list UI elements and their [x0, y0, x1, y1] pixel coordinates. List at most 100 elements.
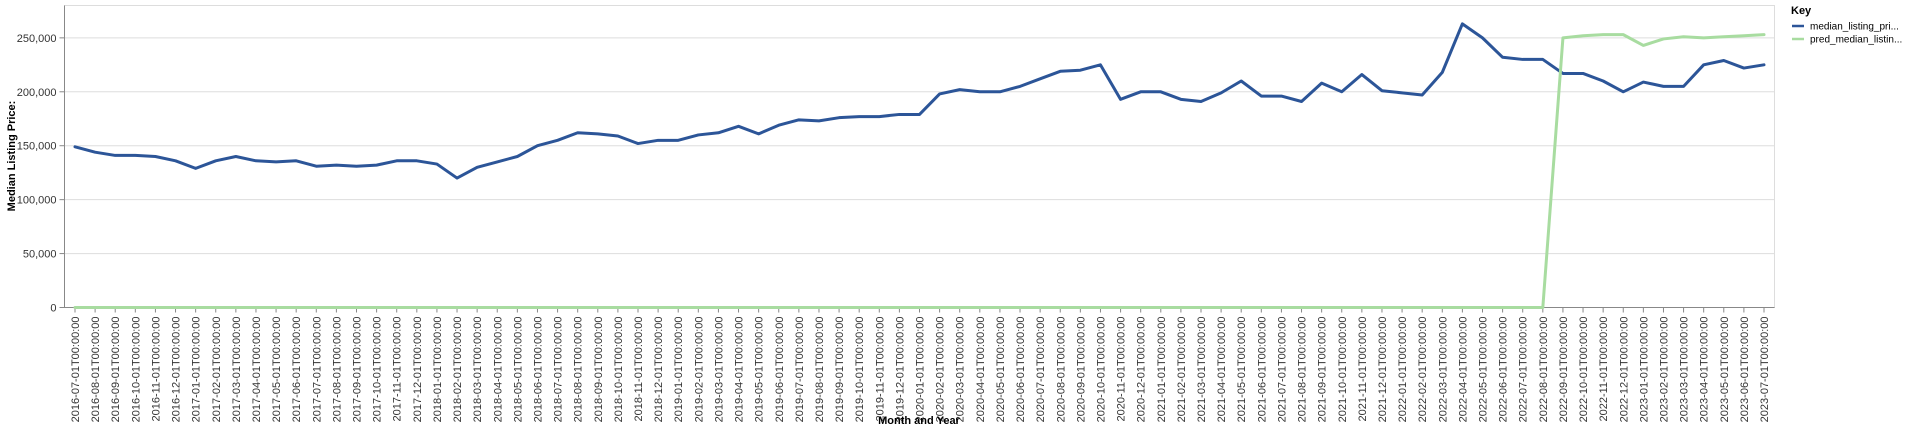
x-axis-title: Month and Year: [878, 415, 960, 427]
x-tick-label: 2020-07-01T00:00:00: [1035, 317, 1047, 423]
y-tick-label: 250,000: [17, 33, 57, 45]
y-axis: 0 50,000 100,000 150,000 200,000 250,000: [17, 5, 65, 315]
x-tick-label: 2021-06-01T00:00:00: [1256, 317, 1268, 423]
x-axis: 2016-07-01T00:00:00 2016-08-01T00:00:00 20…: [64, 307, 1775, 423]
x-tick-label: 2016-10-01T00:00:00: [130, 317, 142, 423]
x-tick-label: 2018-10-01T00:00:00: [613, 317, 625, 423]
x-tick-label: 2019-07-01T00:00:00: [794, 317, 806, 423]
x-tick-label: 2019-10-01T00:00:00: [854, 317, 866, 423]
legend-label-1: pred_median_listin...: [1810, 35, 1902, 46]
x-tick-label: 2021-07-01T00:00:00: [1276, 317, 1288, 423]
x-tick-label: 2021-03-01T00:00:00: [1196, 317, 1208, 423]
x-tick-label: 2017-09-01T00:00:00: [352, 317, 364, 423]
x-tick-label: 2020-12-01T00:00:00: [1136, 317, 1148, 423]
series-line-0: [73, 22, 1766, 180]
x-tick-label: 2020-10-01T00:00:00: [1095, 317, 1107, 423]
x-tick-label: 2017-12-01T00:00:00: [412, 317, 424, 423]
x-tick-label: 2018-03-01T00:00:00: [472, 317, 484, 423]
x-tick-label: 2022-11-01T00:00:00: [1598, 317, 1610, 422]
x-tick-label: 2021-11-01T00:00:00: [1357, 317, 1369, 422]
x-tick-label: 2022-01-01T00:00:00: [1397, 317, 1409, 423]
gridlines: [64, 37, 1775, 308]
y-tick-label: 150,000: [17, 141, 57, 153]
x-tick-label: 2017-01-01T00:00:00: [191, 317, 203, 423]
plot-area-border: [64, 5, 1775, 308]
x-tick-label: 2023-03-01T00:00:00: [1679, 317, 1691, 423]
x-tick-label: 2018-01-01T00:00:00: [432, 317, 444, 423]
x-tick-label: 2023-04-01T00:00:00: [1699, 317, 1711, 423]
x-tick-label: 2017-07-01T00:00:00: [311, 317, 323, 423]
x-tick-label: 2017-11-01T00:00:00: [392, 317, 404, 422]
x-tick-label: 2019-08-01T00:00:00: [814, 317, 826, 423]
x-tick-label: 2019-01-01T00:00:00: [673, 317, 685, 423]
x-tick-label: 2021-10-01T00:00:00: [1337, 317, 1349, 423]
y-tick-label: 200,000: [17, 87, 57, 99]
series-layer: [73, 22, 1766, 309]
x-tick-label: 2020-06-01T00:00:00: [1015, 317, 1027, 423]
y-tick-label: 50,000: [23, 249, 57, 261]
x-tick-label: 2019-11-01T00:00:00: [874, 317, 886, 422]
x-tick-label: 2017-08-01T00:00:00: [331, 317, 343, 423]
x-tick-label: 2021-12-01T00:00:00: [1377, 317, 1389, 423]
x-tick-label: 2018-09-01T00:00:00: [593, 317, 605, 423]
x-tick-label: 2021-01-01T00:00:00: [1156, 317, 1168, 423]
x-tick-label: 2022-02-01T00:00:00: [1417, 317, 1429, 423]
x-tick-label: 2019-04-01T00:00:00: [734, 317, 746, 423]
x-tick-label: 2017-05-01T00:00:00: [271, 317, 283, 423]
x-tick-label: 2018-06-01T00:00:00: [532, 317, 544, 423]
x-tick-label: 2018-12-01T00:00:00: [653, 317, 665, 423]
x-tick-label: 2019-03-01T00:00:00: [713, 317, 725, 423]
x-tick-label: 2019-05-01T00:00:00: [754, 317, 766, 423]
x-tick-label: 2016-11-01T00:00:00: [150, 317, 162, 422]
x-tick-label: 2020-02-01T00:00:00: [935, 317, 947, 423]
x-tick-label: 2020-01-01T00:00:00: [915, 317, 927, 423]
x-tick-label: 2020-05-01T00:00:00: [995, 317, 1007, 423]
legend-title: Key: [1791, 5, 1812, 17]
x-tick-label: 2022-12-01T00:00:00: [1618, 317, 1630, 423]
y-tick-label: 0: [50, 303, 56, 315]
x-tick-label: 2022-03-01T00:00:00: [1437, 317, 1449, 423]
x-tick-label: 2023-06-01T00:00:00: [1739, 317, 1751, 423]
x-tick-label: 2021-02-01T00:00:00: [1176, 317, 1188, 423]
x-tick-label: 2017-10-01T00:00:00: [372, 317, 384, 423]
x-tick-label: 2023-01-01T00:00:00: [1638, 317, 1650, 423]
x-tick-label: 2023-07-01T00:00:00: [1759, 317, 1771, 423]
x-tick-label: 2020-09-01T00:00:00: [1075, 317, 1087, 423]
x-tick-label: 2022-05-01T00:00:00: [1478, 317, 1490, 423]
series-line-1: [73, 33, 1766, 309]
x-tick-label: 2020-08-01T00:00:00: [1055, 317, 1067, 423]
x-tick-label: 2022-10-01T00:00:00: [1578, 317, 1590, 423]
x-tick-label: 2023-05-01T00:00:00: [1719, 317, 1731, 423]
x-tick-label: 2016-08-01T00:00:00: [90, 317, 102, 423]
x-tick-label: 2019-02-01T00:00:00: [693, 317, 705, 423]
x-tick-label: 2019-09-01T00:00:00: [834, 317, 846, 423]
x-tick-label: 2022-09-01T00:00:00: [1558, 317, 1570, 423]
x-tick-label: 2023-02-01T00:00:00: [1658, 317, 1670, 423]
x-tick-label: 2018-07-01T00:00:00: [553, 317, 565, 423]
x-tick-label: 2019-06-01T00:00:00: [774, 317, 786, 423]
x-tick-label: 2016-12-01T00:00:00: [171, 317, 183, 423]
x-tick-label: 2018-04-01T00:00:00: [492, 317, 504, 423]
x-tick-label: 2018-08-01T00:00:00: [573, 317, 585, 423]
x-tick-label: 2021-09-01T00:00:00: [1317, 317, 1329, 423]
x-tick-label: 2021-04-01T00:00:00: [1216, 317, 1228, 423]
x-tick-label: 2020-11-01T00:00:00: [1116, 317, 1128, 422]
y-tick-label: 100,000: [17, 195, 57, 207]
x-tick-label: 2018-02-01T00:00:00: [452, 317, 464, 423]
x-tick-label: 2016-07-01T00:00:00: [70, 317, 82, 423]
x-tick-label: 2021-08-01T00:00:00: [1297, 317, 1309, 423]
x-tick-label: 2022-07-01T00:00:00: [1518, 317, 1530, 423]
x-tick-label: 2018-05-01T00:00:00: [512, 317, 524, 423]
x-tick-label: 2019-12-01T00:00:00: [894, 317, 906, 423]
x-tick-label: 2017-02-01T00:00:00: [211, 317, 223, 423]
x-tick-label: 2017-04-01T00:00:00: [251, 317, 263, 423]
x-tick-label: 2022-08-01T00:00:00: [1538, 317, 1550, 423]
x-tick-label: 2020-03-01T00:00:00: [955, 317, 967, 423]
legend: Key median_listing_pri... pred_median_lis…: [1791, 5, 1902, 46]
x-tick-label: 2022-06-01T00:00:00: [1498, 317, 1510, 423]
x-tick-label: 2018-11-01T00:00:00: [633, 317, 645, 422]
x-tick-label: 2020-04-01T00:00:00: [975, 317, 987, 423]
y-axis-title: Median Listing Price:: [6, 101, 18, 212]
x-tick-label: 2017-06-01T00:00:00: [291, 317, 303, 423]
